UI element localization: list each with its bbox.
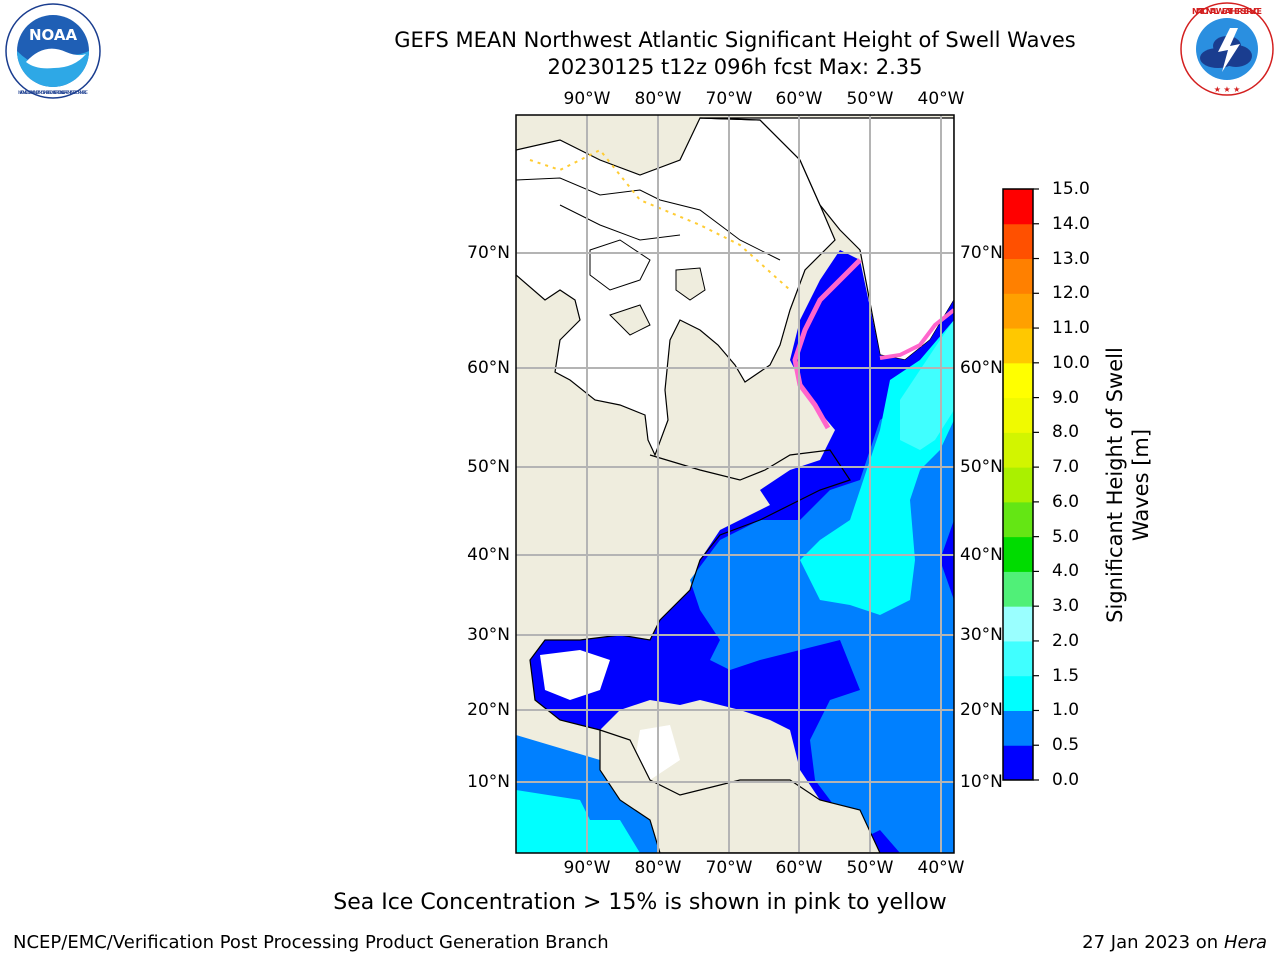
colorbar-bin	[1003, 640, 1033, 677]
map-gridlines	[516, 115, 954, 853]
map-frame	[515, 114, 955, 854]
lon-label-bottom: 50°W	[846, 858, 894, 878]
colorbar-bin	[1003, 536, 1033, 572]
colorbar-tick-label: 4.0	[1052, 561, 1080, 582]
colorbar-frame	[1002, 188, 1034, 781]
colorbar-tick-label: 3.0	[1052, 596, 1080, 617]
lon-label-top: 90°W	[563, 89, 611, 109]
colorbar-tick-label: 1.5	[1052, 665, 1080, 686]
colorbar-tick-label: 1.0	[1052, 700, 1080, 721]
lat-label-right: 60°N	[960, 358, 1003, 378]
colorbar-tick-label: 6.0	[1052, 491, 1080, 512]
lon-label-bottom: 90°W	[563, 858, 611, 878]
footer-date: 27 Jan 2023 on Hera	[1082, 932, 1267, 953]
footer-machine: Hera	[1223, 932, 1267, 953]
lon-label-top: 60°W	[775, 89, 823, 109]
lon-label-bottom: 70°W	[705, 858, 753, 878]
lat-label-left: 20°N	[467, 700, 510, 720]
lat-label-right: 20°N	[960, 700, 1003, 720]
lat-label-right: 30°N	[960, 625, 1003, 645]
colorbar-tick-label: 5.0	[1052, 526, 1080, 547]
colorbar-bin	[1003, 258, 1033, 294]
colorbar-bin	[1003, 501, 1033, 538]
colorbar-bin	[1003, 606, 1033, 642]
chart-title: GEFS MEAN Northwest Atlantic Significant…	[394, 28, 1076, 52]
sea-ice-note: Sea Ice Concentration > 15% is shown in …	[333, 890, 947, 915]
colorbar-tick-label: 10.0	[1052, 352, 1090, 373]
lat-label-right: 50°N	[960, 457, 1003, 477]
lon-label-top: 70°W	[705, 89, 753, 109]
colorbar-tick-label: 12.0	[1052, 283, 1090, 304]
colorbar-tick-label: 0.0	[1052, 770, 1080, 790]
lon-label-top: 40°W	[917, 89, 965, 109]
colorbar-tick-label: 0.5	[1052, 735, 1080, 756]
colorbar-bin	[1003, 328, 1033, 364]
noaa-logo: NOAA NATIONAL OCEANIC AND ATMOSPHERIC AD…	[4, 2, 102, 100]
colorbar-bin	[1003, 189, 1033, 225]
colorbar	[1002, 188, 1039, 781]
colorbar-tick-label: 14.0	[1052, 213, 1090, 234]
lon-label-bottom: 60°W	[775, 858, 823, 878]
svg-text:NATIONAL WEATHER SERVICE: NATIONAL WEATHER SERVICE	[1192, 7, 1262, 16]
colorbar-bin	[1003, 293, 1033, 329]
lon-label-bottom: 40°W	[917, 858, 965, 878]
colorbar-bin	[1003, 745, 1033, 781]
colorbar-bin	[1003, 432, 1033, 468]
lat-label-left: 70°N	[467, 243, 510, 263]
colorbar-tick-label: 7.0	[1052, 457, 1080, 478]
colorbar-title: Significant Height of Swell Waves [m]	[1103, 347, 1153, 623]
colorbar-bin	[1003, 710, 1033, 746]
lat-label-left: 10°N	[467, 772, 510, 792]
colorbar-bin	[1003, 223, 1033, 260]
lat-label-left: 50°N	[467, 457, 510, 477]
map-plot-area	[516, 115, 954, 853]
colorbar-bin	[1003, 571, 1033, 607]
lat-label-left: 40°N	[467, 545, 510, 565]
lat-label-right: 70°N	[960, 243, 1003, 263]
colorbar-bin	[1003, 675, 1033, 711]
nws-logo: NATIONAL WEATHER SERVICE ★ ★ ★	[1178, 0, 1276, 98]
colorbar-tick-label: 9.0	[1052, 387, 1080, 408]
footer-producer: NCEP/EMC/Verification Post Processing Pr…	[13, 932, 609, 953]
colorbar-tick-label: 13.0	[1052, 248, 1090, 269]
lat-label-left: 60°N	[467, 358, 510, 378]
svg-text:NATIONAL OCEANIC AND ATMOSPHER: NATIONAL OCEANIC AND ATMOSPHERIC ADMINIS…	[18, 90, 88, 96]
lon-label-top: 50°W	[846, 89, 894, 109]
central-america-land	[599, 729, 881, 853]
colorbar-tick-label: 11.0	[1052, 318, 1090, 339]
svg-text:NOAA: NOAA	[29, 26, 78, 44]
colorbar-tick-label: 15.0	[1052, 179, 1090, 199]
colorbar-bin	[1003, 397, 1033, 433]
colorbar-tick-label: 8.0	[1052, 422, 1080, 443]
colorbar-bin	[1003, 467, 1033, 503]
colorbar-bin	[1003, 362, 1033, 399]
colorbar-tick-label: 2.0	[1052, 630, 1080, 651]
svg-text:★ ★ ★: ★ ★ ★	[1214, 85, 1241, 94]
lat-label-right: 10°N	[960, 772, 1003, 792]
chart-subtitle: 20230125 t12z 096h fcst Max: 2.35	[547, 55, 923, 79]
lat-label-left: 30°N	[467, 625, 510, 645]
lon-label-top: 80°W	[634, 89, 682, 109]
footer-date-text: 27 Jan 2023 on	[1082, 932, 1224, 953]
lat-label-right: 40°N	[960, 545, 1003, 565]
lon-label-bottom: 80°W	[634, 858, 682, 878]
